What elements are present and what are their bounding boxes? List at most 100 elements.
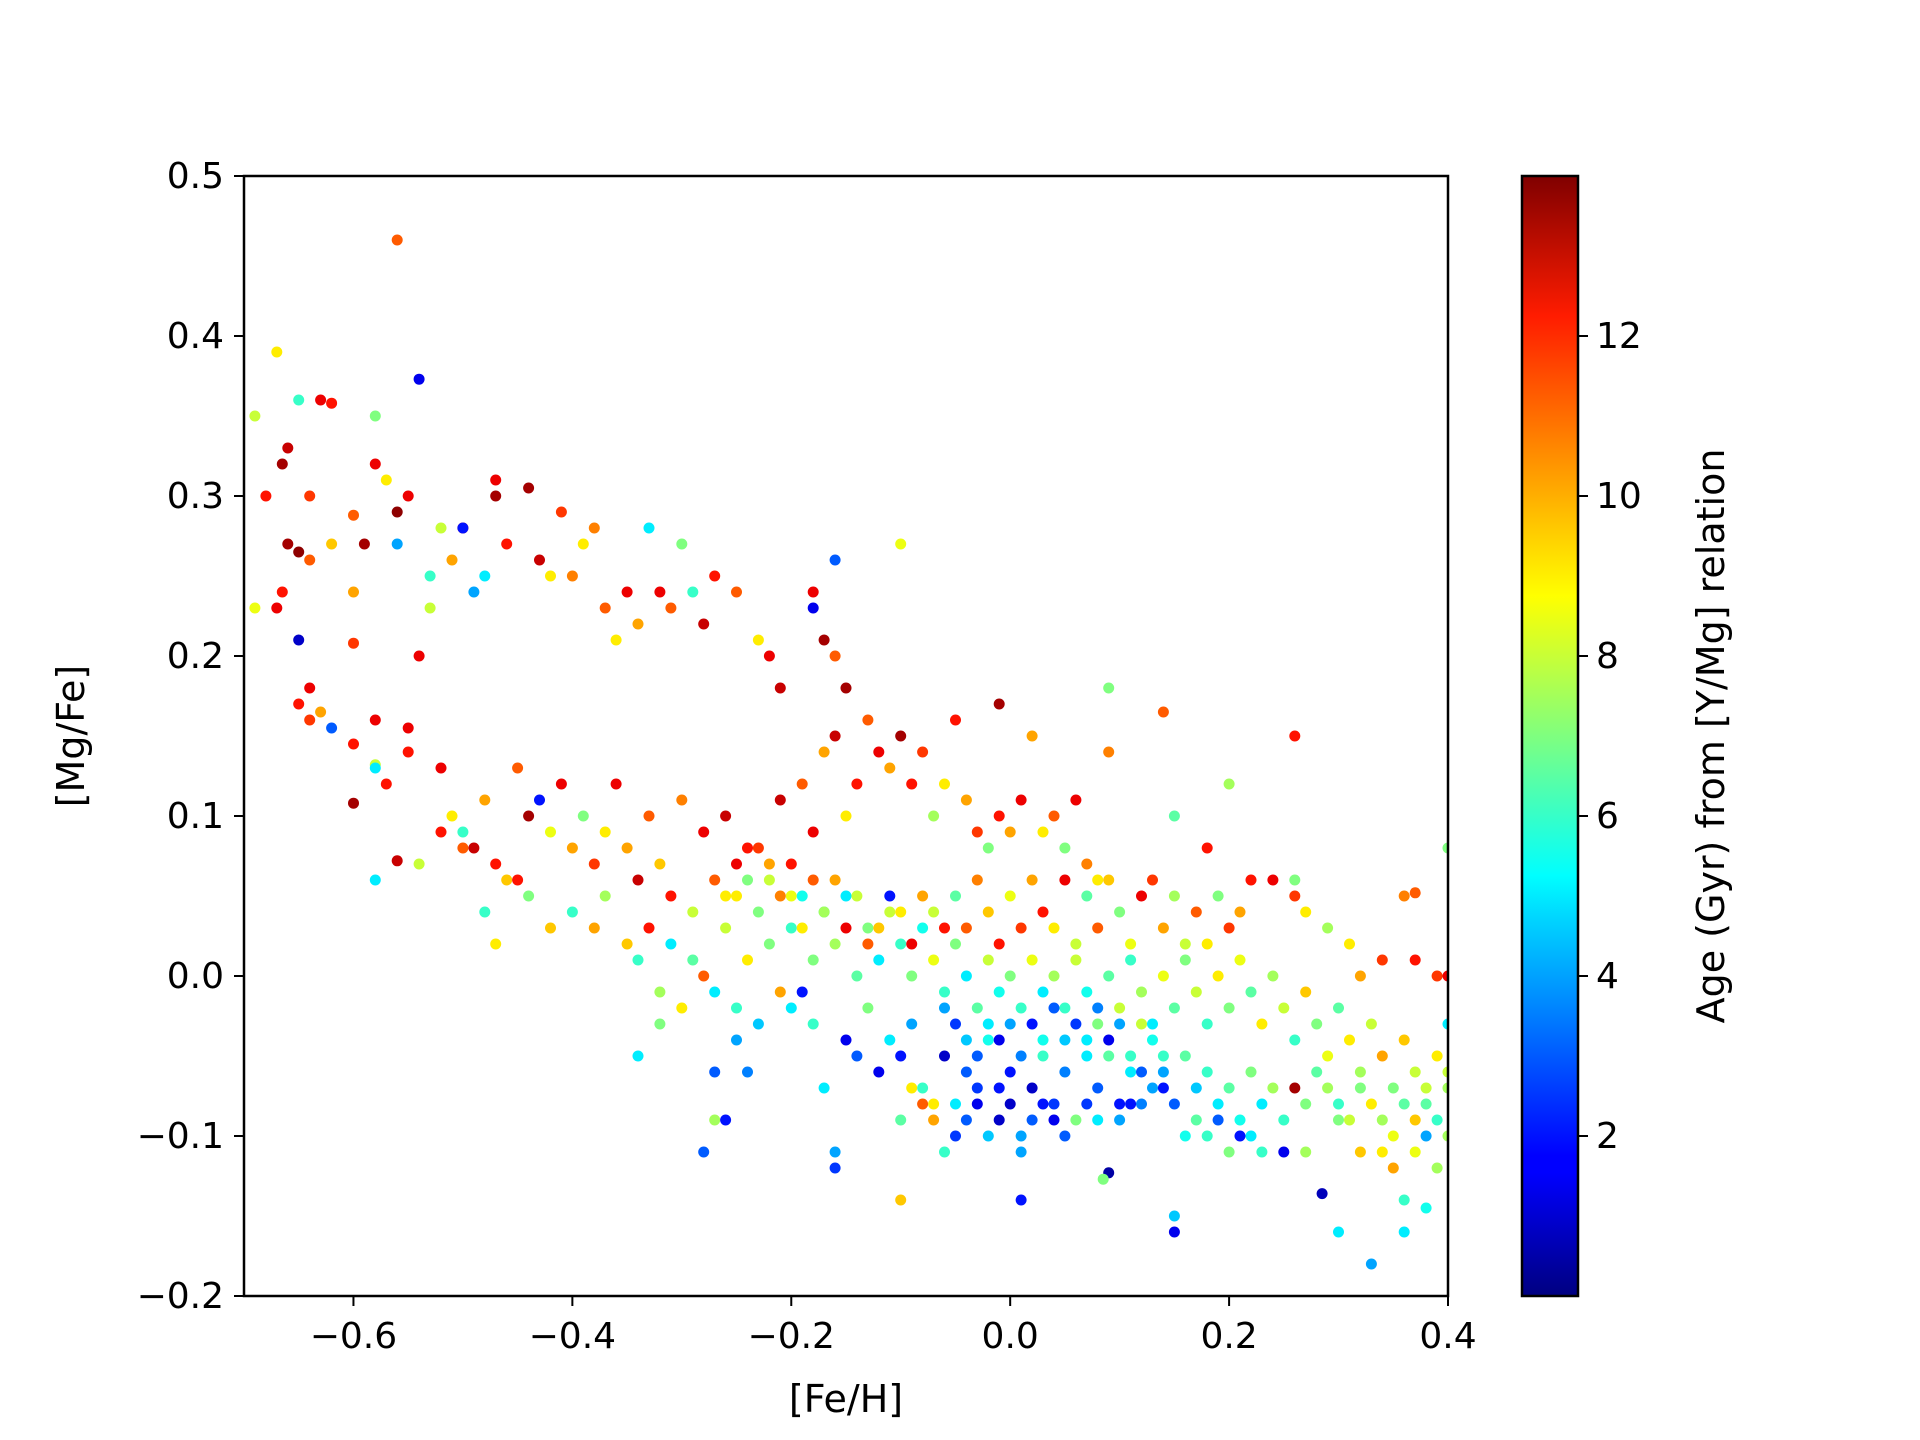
data-point xyxy=(599,890,611,902)
data-point xyxy=(457,522,469,534)
data-point xyxy=(982,1018,994,1030)
data-point xyxy=(643,922,655,934)
data-point xyxy=(982,954,994,966)
y-tick-label: 0.2 xyxy=(167,636,224,677)
data-point xyxy=(1136,1018,1147,1030)
data-point xyxy=(1201,1130,1213,1142)
data-point xyxy=(1398,1226,1410,1238)
x-axis: −0.6 −0.4 −0.2 0.0 0.2 0.4 xyxy=(310,1296,1477,1357)
data-point xyxy=(293,698,305,710)
colorbar-tick-label: 4 xyxy=(1596,956,1619,997)
data-point xyxy=(796,890,808,902)
data-point xyxy=(402,746,414,758)
data-point xyxy=(1136,1098,1147,1110)
data-point xyxy=(1103,874,1115,886)
data-point xyxy=(1278,1146,1290,1158)
data-point xyxy=(621,938,633,950)
data-point xyxy=(1256,1146,1268,1158)
data-point xyxy=(654,986,666,998)
data-point xyxy=(654,858,666,870)
data-point xyxy=(687,586,699,598)
data-point xyxy=(1420,1082,1432,1094)
data-point xyxy=(1037,1098,1049,1110)
data-point xyxy=(1070,1018,1082,1030)
data-point xyxy=(1431,1050,1443,1062)
data-point xyxy=(939,1050,950,1062)
data-point xyxy=(1136,890,1147,902)
data-point xyxy=(621,842,633,854)
data-point xyxy=(917,1098,929,1110)
data-point xyxy=(971,1050,983,1062)
data-point xyxy=(851,1050,863,1062)
data-point xyxy=(1431,1162,1443,1174)
data-point xyxy=(1300,1098,1312,1110)
data-point xyxy=(1376,1050,1388,1062)
data-point xyxy=(369,714,381,726)
data-point xyxy=(1125,1098,1137,1110)
data-point xyxy=(906,938,918,950)
data-point xyxy=(1125,954,1137,966)
data-point xyxy=(1190,1114,1202,1126)
data-point xyxy=(676,1002,688,1014)
data-point xyxy=(785,922,797,934)
data-point xyxy=(1048,922,1060,934)
data-point xyxy=(796,986,808,998)
data-point xyxy=(1333,1002,1344,1014)
data-point xyxy=(1267,970,1279,982)
data-point xyxy=(271,346,283,358)
data-point xyxy=(960,970,972,982)
data-point xyxy=(1136,986,1147,998)
data-point xyxy=(577,810,589,822)
data-point xyxy=(490,858,502,870)
data-point xyxy=(829,730,841,742)
data-point xyxy=(1398,1194,1410,1206)
data-point xyxy=(939,1002,950,1014)
data-point xyxy=(971,874,983,886)
colorbar-tick-label: 12 xyxy=(1596,316,1642,357)
data-point xyxy=(1157,1082,1169,1094)
data-point xyxy=(840,810,852,822)
data-point xyxy=(1048,1002,1060,1014)
data-point xyxy=(1168,1002,1180,1014)
data-point xyxy=(1344,938,1355,950)
y-tick-label: 0.0 xyxy=(167,956,224,997)
data-point xyxy=(1048,810,1060,822)
data-point xyxy=(1365,1258,1377,1270)
data-point xyxy=(1190,906,1202,918)
data-point xyxy=(906,778,918,790)
data-point xyxy=(982,906,994,918)
data-point xyxy=(950,938,961,950)
data-point xyxy=(1168,1226,1180,1238)
data-point xyxy=(971,1098,983,1110)
data-point xyxy=(369,410,381,422)
data-point xyxy=(1103,1034,1115,1046)
data-point xyxy=(1081,986,1093,998)
data-point xyxy=(555,506,567,518)
data-point xyxy=(917,1082,929,1094)
data-point xyxy=(391,234,403,246)
data-point xyxy=(818,1082,830,1094)
data-point xyxy=(982,1034,994,1046)
data-point xyxy=(424,602,436,614)
data-point xyxy=(720,810,732,822)
data-point xyxy=(282,442,294,454)
data-point xyxy=(862,938,874,950)
data-point xyxy=(1004,1066,1016,1078)
data-point xyxy=(490,938,502,950)
data-point xyxy=(851,970,863,982)
data-point xyxy=(435,522,447,534)
data-point xyxy=(490,474,502,486)
data-point xyxy=(1442,970,1448,982)
data-point xyxy=(960,794,972,806)
data-point xyxy=(1097,1173,1109,1185)
data-point xyxy=(413,858,425,870)
data-point xyxy=(807,954,819,966)
data-point xyxy=(1316,1188,1328,1200)
data-point xyxy=(1223,1002,1235,1014)
data-point xyxy=(884,762,896,774)
data-point xyxy=(1354,1146,1366,1158)
y-tick-label: 0.5 xyxy=(167,156,224,197)
data-point xyxy=(348,509,359,521)
data-point xyxy=(971,1002,983,1014)
data-point xyxy=(851,778,863,790)
